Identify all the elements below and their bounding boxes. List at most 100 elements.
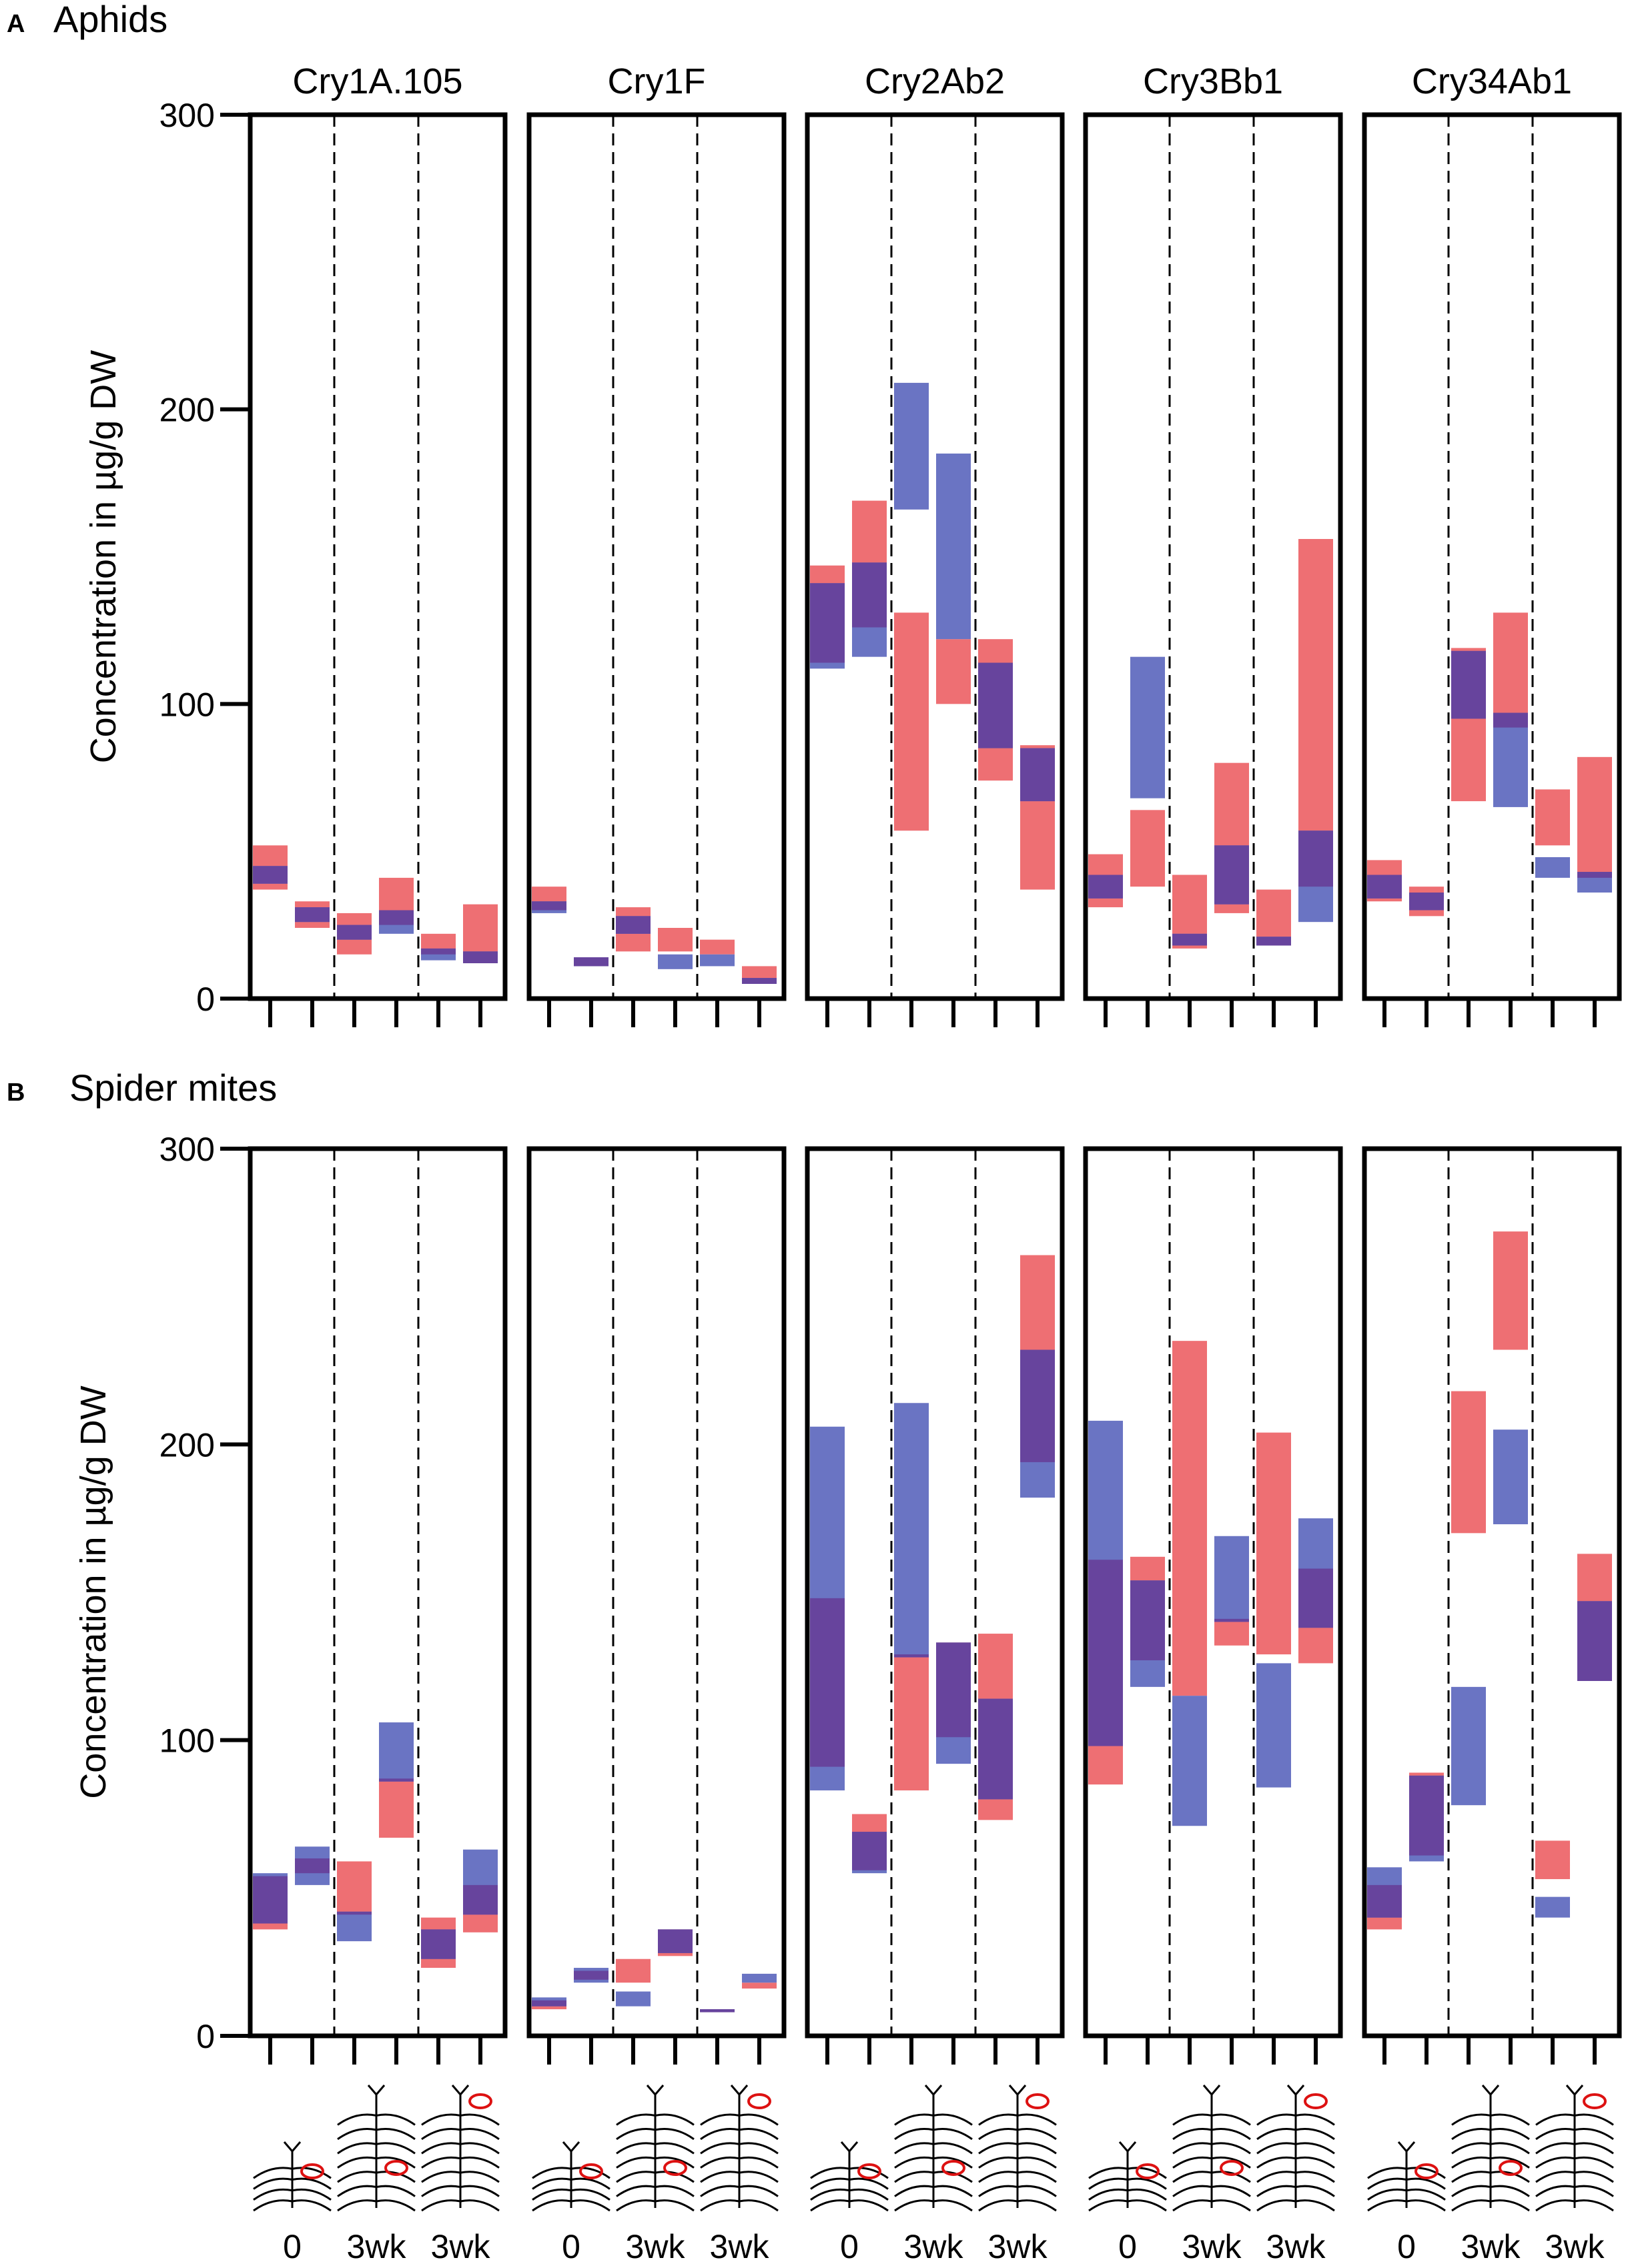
facet-Cry1F: 0 3wk 3wk	[526, 1146, 787, 2265]
plant-leaf-right	[739, 2156, 779, 2169]
facet-title: Cry1F	[608, 61, 706, 101]
plant-leaf-left	[894, 2185, 934, 2197]
facet-frame	[248, 1146, 508, 2039]
plant-leaf-right	[1295, 2127, 1335, 2141]
plant-icon	[337, 2085, 416, 2212]
x-group-label: 0	[1397, 2228, 1416, 2265]
plant-leaf-left	[1256, 2142, 1296, 2155]
plant-leaf-left	[253, 2199, 293, 2212]
facet-Cry1A.105: 0 3wk 3wk	[248, 1146, 508, 2265]
y-tick-label: 200	[159, 1426, 215, 1464]
plant-leaf-left	[700, 2199, 740, 2212]
red-marker-icon	[1026, 2093, 1050, 2109]
range-bar-overlap	[1214, 845, 1249, 905]
x-group-label: 3wk	[1461, 2228, 1521, 2265]
plant-leaf-right	[460, 2127, 500, 2141]
range-bar-pink	[1256, 889, 1291, 946]
panel-letter: B	[7, 1079, 25, 1107]
red-marker-icon	[1136, 2163, 1160, 2179]
facet-Cry1F: Cry1F	[526, 61, 787, 1027]
y-tick-label: 300	[159, 1131, 215, 1168]
range-bar-overlap	[1088, 1560, 1123, 1746]
plant-leaf-left	[1088, 2199, 1128, 2212]
plant-leaf-right	[1017, 2171, 1057, 2183]
plant-leaf-right	[292, 2167, 332, 2179]
plant-leaf-left	[1535, 2127, 1575, 2141]
plant-leaf-left	[253, 2177, 293, 2190]
plant-leaf-left	[1535, 2185, 1575, 2197]
plant-icon	[1535, 2085, 1614, 2212]
range-bar-overlap	[1020, 1349, 1055, 1462]
plant-leaf-right	[292, 2188, 332, 2201]
plant-leaf-left	[1172, 2142, 1212, 2155]
plant-icon	[1451, 2085, 1530, 2212]
plant-leaf-right	[655, 2185, 695, 2197]
plant-leaf-right	[739, 2199, 779, 2212]
red-marker-icon	[1220, 2160, 1244, 2176]
facet-Cry3Bb1: 0 3wk 3wk	[1083, 1146, 1343, 2265]
plant-leaf-left	[1451, 2142, 1491, 2155]
plant-leaf-left	[616, 2156, 656, 2169]
plant-leaf-right	[1574, 2171, 1614, 2183]
range-bar-overlap	[1298, 1568, 1333, 1628]
y-tick-label: 0	[196, 2018, 215, 2055]
range-bar-pink	[1298, 539, 1333, 887]
panel-B: B Spider mites 0 100 200 300 Concentration in …	[7, 1067, 1622, 2265]
plant-leaf-left	[1256, 2185, 1296, 2197]
plant-leaf-left	[894, 2199, 934, 2212]
plant-leaf-right	[1127, 2167, 1167, 2179]
range-bar-overlap	[295, 1858, 330, 1874]
plant-leaf-left	[1451, 2171, 1491, 2183]
plant-leaf-left	[978, 2156, 1018, 2169]
range-bar-pink	[1493, 1231, 1528, 1350]
plant-leaf-right	[1127, 2177, 1167, 2190]
plant-leaf-right	[739, 2171, 779, 2183]
range-bar-overlap	[253, 866, 288, 884]
plant-leaf-right	[460, 2156, 500, 2169]
range-bar-overlap	[700, 2009, 735, 2013]
range-bar-overlap	[1214, 1618, 1249, 1622]
y-tick-label: 200	[159, 392, 215, 429]
range-bar-overlap	[936, 1642, 971, 1738]
plant-leaf-right	[376, 2199, 416, 2212]
plant-icon	[1367, 2141, 1446, 2212]
plant-icon	[894, 2085, 973, 2212]
range-bar-pink	[1535, 789, 1570, 846]
plant-leaf-right	[1211, 2199, 1251, 2212]
plant-leaf-right	[1574, 2185, 1614, 2197]
range-bar-pink	[616, 1958, 651, 1983]
facet-Cry1A.105: Cry1A.105	[248, 61, 508, 1027]
x-group-label: 3wk	[988, 2228, 1048, 2265]
facet-frame	[248, 112, 508, 1001]
range-bar-pink	[1451, 1391, 1486, 1534]
plant-icon	[616, 2085, 695, 2212]
plant-leaf-right	[570, 2199, 610, 2212]
plant-leaf-right	[739, 2127, 779, 2141]
plant-leaf-left	[1256, 2171, 1296, 2183]
range-bar-pink	[894, 612, 929, 831]
plant-tip	[1565, 2085, 1584, 2095]
y-tick-label: 100	[159, 1722, 215, 1760]
range-bar-blue	[379, 1722, 414, 1782]
range-bar-pink	[894, 1654, 929, 1791]
x-group-label: 3wk	[1545, 2228, 1605, 2265]
plant-leaf-right	[849, 2199, 889, 2212]
plant-leaf-left	[1451, 2199, 1491, 2212]
plant-leaf-left	[1256, 2199, 1296, 2212]
plant-leaf-right	[570, 2177, 610, 2190]
x-group-label: 0	[840, 2228, 859, 2265]
x-group-label: 3wk	[626, 2228, 686, 2265]
plant-leaf-left	[700, 2113, 740, 2126]
plant-leaf-left	[616, 2171, 656, 2183]
plant-tip	[1008, 2085, 1027, 2095]
plant-leaf-left	[700, 2142, 740, 2155]
range-bar-overlap	[1130, 1580, 1165, 1660]
range-bar-overlap	[295, 907, 330, 923]
plant-leaf-right	[933, 2171, 973, 2183]
plant-leaf-right	[570, 2188, 610, 2201]
plant-leaf-left	[894, 2171, 934, 2183]
y-axis-label: Concentration in µg/g DW	[83, 350, 123, 763]
plant-leaf-left	[1172, 2199, 1212, 2212]
plant-leaf-left	[337, 2127, 377, 2141]
